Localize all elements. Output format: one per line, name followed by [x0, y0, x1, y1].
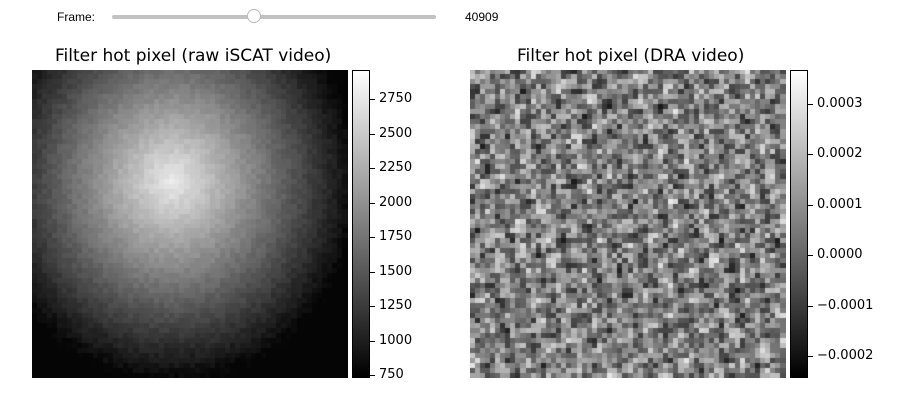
colorbar-tick-label: 1750 — [379, 229, 413, 244]
colorbar-tick-mark — [808, 255, 813, 256]
colorbar-tick-label: 1250 — [379, 298, 413, 313]
colorbar-tick-label: 1000 — [379, 333, 413, 348]
colorbar-tick-label: 2750 — [379, 91, 413, 106]
colorbar-tick-mark — [370, 203, 375, 204]
colorbar-tick-label: 2250 — [379, 160, 413, 175]
colorbar-tick-mark — [370, 168, 375, 169]
colorbar-tick-label: 2500 — [379, 126, 413, 141]
colorbar-tick-mark — [808, 104, 813, 105]
dra-video-title: Filter hot pixel (DRA video) — [517, 46, 745, 66]
colorbar-tick-mark — [370, 375, 375, 376]
colorbar-tick-mark — [370, 134, 375, 135]
colorbar-tick-label: 1500 — [379, 264, 413, 279]
raw-video-colorbar — [352, 70, 370, 378]
colorbar-tick-label: −0.0002 — [817, 348, 874, 363]
frame-slider-track[interactable] — [112, 15, 436, 19]
dra-video-colorbar — [790, 70, 808, 378]
colorbar-tick-label: 750 — [379, 367, 404, 382]
colorbar-tick-mark — [808, 154, 813, 155]
colorbar-tick-mark — [370, 99, 375, 100]
colorbar-tick-label: 0.0002 — [817, 146, 863, 161]
colorbar-tick-mark — [370, 306, 375, 307]
raw-video-title: Filter hot pixel (raw iSCAT video) — [55, 46, 332, 66]
frame-slider-handle[interactable] — [246, 9, 261, 23]
raw-video-image — [32, 70, 348, 378]
colorbar-tick-label: 0.0000 — [817, 247, 863, 262]
colorbar-tick-mark — [370, 341, 375, 342]
colorbar-tick-label: 0.0003 — [817, 96, 863, 111]
colorbar-tick-mark — [808, 205, 813, 206]
colorbar-tick-label: 0.0001 — [817, 197, 863, 212]
dra-video-image — [470, 70, 786, 378]
colorbar-tick-label: 2000 — [379, 195, 413, 210]
frame-slider-value: 40909 — [465, 10, 499, 24]
frame-slider-row: Frame: 40909 — [0, 0, 907, 34]
colorbar-tick-mark — [808, 306, 813, 307]
colorbar-tick-label: −0.0001 — [817, 298, 874, 313]
frame-slider-label: Frame: — [57, 10, 96, 24]
colorbar-tick-mark — [808, 356, 813, 357]
colorbar-tick-mark — [370, 272, 375, 273]
colorbar-tick-mark — [370, 237, 375, 238]
